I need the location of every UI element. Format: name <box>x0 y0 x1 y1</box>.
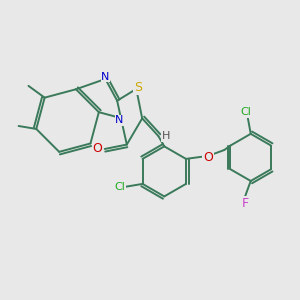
Text: S: S <box>134 81 142 94</box>
Text: Cl: Cl <box>114 182 125 192</box>
Text: O: O <box>92 142 102 155</box>
Text: N: N <box>101 72 110 82</box>
Text: H: H <box>162 131 170 141</box>
Text: O: O <box>203 151 213 164</box>
Text: F: F <box>241 196 248 209</box>
Text: Cl: Cl <box>241 107 252 117</box>
Text: N: N <box>115 116 124 125</box>
